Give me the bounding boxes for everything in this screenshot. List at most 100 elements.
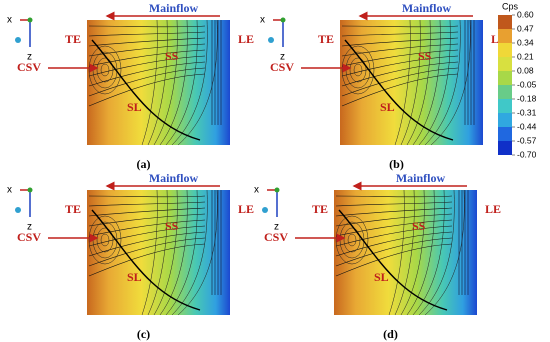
flow-field xyxy=(334,190,477,315)
streamline xyxy=(141,19,158,146)
streamline xyxy=(159,19,188,146)
streamline xyxy=(88,225,206,247)
origin-dot xyxy=(27,187,33,193)
csv-label: CSV xyxy=(270,60,294,74)
colorbar-tick-label: 0.21 xyxy=(517,51,534,61)
colorbar-tick-label: 0.34 xyxy=(517,37,534,47)
streamline xyxy=(88,49,206,67)
panel-label: (a) xyxy=(137,157,151,171)
point-marker xyxy=(262,207,268,213)
streamline xyxy=(335,237,453,267)
streamline xyxy=(335,219,453,237)
ss-label: SS xyxy=(165,219,179,233)
x-axis-label: x xyxy=(7,15,12,26)
streamline xyxy=(424,189,465,316)
streamline xyxy=(88,201,206,207)
vortex-line xyxy=(353,63,363,77)
streamline xyxy=(394,19,411,146)
te-label: TE xyxy=(65,202,81,216)
streamline xyxy=(153,19,178,146)
le-label: LE xyxy=(238,32,254,46)
streamline xyxy=(153,189,178,316)
streamline xyxy=(171,189,208,316)
separation-line xyxy=(91,209,201,311)
streamline xyxy=(88,195,206,198)
panel-label: (b) xyxy=(389,157,404,171)
csv-label: CSV xyxy=(17,60,41,74)
ss-label: SS xyxy=(418,49,432,63)
streamline xyxy=(341,55,459,77)
colorbar-tick-label: -0.18 xyxy=(517,93,537,103)
vortex-line xyxy=(335,215,369,265)
streamline xyxy=(335,195,453,198)
point-marker xyxy=(15,207,21,213)
colorbar-band xyxy=(498,113,512,127)
separation-line xyxy=(91,39,201,141)
flow-field xyxy=(87,190,230,315)
streamline xyxy=(400,19,421,146)
streamline xyxy=(88,219,206,237)
flow-field xyxy=(87,20,230,145)
z-axis-label: z xyxy=(280,52,285,63)
sl-label: SL xyxy=(374,270,389,284)
streamline xyxy=(147,189,168,316)
colorbar-tick-label: -0.44 xyxy=(517,121,537,131)
streamline xyxy=(88,207,206,217)
colorbar-tick-label: 0.47 xyxy=(517,23,534,33)
streamline xyxy=(406,19,431,146)
colorbar-band xyxy=(498,43,512,57)
colorbar-tick-label: -0.57 xyxy=(517,135,537,145)
sl-label: SL xyxy=(127,100,142,114)
panel-label: (d) xyxy=(383,327,398,341)
streamline xyxy=(412,19,441,146)
streamline xyxy=(412,189,445,316)
colorbar-tick-label: -0.70 xyxy=(517,149,537,159)
streamline xyxy=(394,189,415,316)
streamline xyxy=(341,31,459,37)
vortex-line xyxy=(88,45,122,95)
te-label: TE xyxy=(318,32,334,46)
point-marker xyxy=(15,37,21,43)
streamline xyxy=(88,243,206,277)
colorbar-band xyxy=(498,29,512,43)
point-marker xyxy=(268,37,274,43)
x-axis-label: x xyxy=(254,185,259,196)
colorbar-tick-label: 0.08 xyxy=(517,65,534,75)
streamline xyxy=(159,189,188,316)
streamline xyxy=(88,43,206,57)
streamline xyxy=(341,43,459,57)
streamline xyxy=(335,201,453,207)
streamline xyxy=(335,231,453,257)
streamline xyxy=(335,225,453,247)
colorbar-band xyxy=(498,85,512,99)
colorbar-band xyxy=(498,57,512,71)
panel-label: (c) xyxy=(137,327,150,341)
streamline xyxy=(418,189,455,316)
colorbar-tick-label: -0.31 xyxy=(517,107,537,117)
streamline xyxy=(424,19,461,146)
streamline xyxy=(88,213,206,227)
mainflow-label: Mainflow xyxy=(402,1,452,15)
separation-line xyxy=(338,209,448,311)
colorbar-band xyxy=(498,141,512,155)
le-label: LE xyxy=(238,202,254,216)
mainflow-label: Mainflow xyxy=(149,1,199,15)
streamline xyxy=(165,189,198,316)
vortex-line xyxy=(347,233,357,247)
colorbar-tick-label: -0.05 xyxy=(517,79,537,89)
z-axis-label: z xyxy=(274,222,279,233)
streamline xyxy=(147,19,168,146)
streamline xyxy=(388,189,405,316)
streamline xyxy=(141,189,158,316)
vortex-line xyxy=(100,233,110,247)
streamline xyxy=(341,61,459,87)
vortex-line xyxy=(88,215,122,265)
mainflow-label: Mainflow xyxy=(149,171,199,185)
streamline xyxy=(88,61,206,87)
streamline xyxy=(88,237,206,267)
streamline xyxy=(171,19,208,146)
z-axis-label: z xyxy=(27,52,32,63)
colorbar-band xyxy=(498,99,512,113)
flow-field xyxy=(340,20,483,145)
